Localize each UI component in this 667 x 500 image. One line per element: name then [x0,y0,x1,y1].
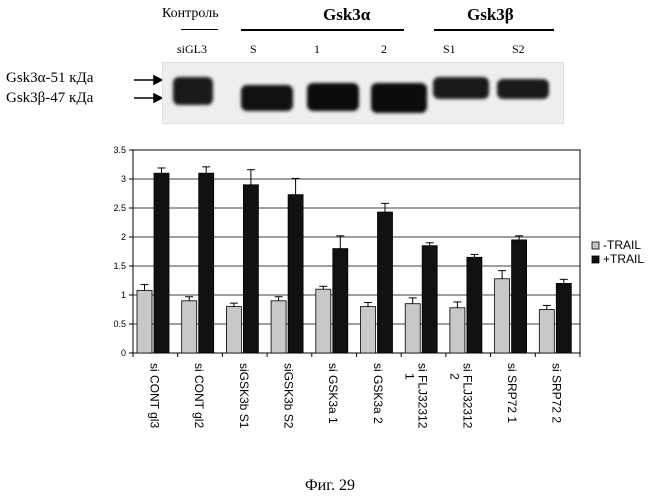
bar [467,257,482,353]
y-tick-label: 1.5 [113,261,126,271]
y-tick-label: 0.5 [113,319,126,329]
figure-caption: Фиг. 29 [305,477,355,495]
x-category-label: siGSK3b S1 [237,363,251,429]
x-category-label: siGSK3b S2 [281,363,295,429]
bar [495,279,510,353]
y-tick-label: 3 [121,174,126,184]
legend-swatch [592,242,599,249]
bar [316,289,331,353]
y-tick-label: 1 [121,290,126,300]
x-category-label-line2: 1 [403,373,417,380]
bar [539,310,554,354]
bar [288,195,303,353]
x-category-label: si FLJ32312 [416,363,430,429]
y-tick-label: 2.5 [113,203,126,213]
legend-label: +TRAIL [603,252,644,266]
bar [226,307,241,353]
y-tick-label: 3.5 [113,145,126,155]
legend-label: -TRAIL [603,238,641,252]
bar [271,301,286,353]
bar [182,301,197,353]
x-category-label: si CONT gl2 [192,363,206,428]
x-category-label: si FLJ32312 [460,363,474,429]
x-category-label-line2: 2 [447,373,461,380]
y-tick-label: 0 [121,348,126,358]
x-category-label: si CONT gl3 [147,363,161,428]
x-category-label: si SRP72 2 [550,363,564,423]
bar [556,283,571,353]
bar [333,249,348,353]
bar [378,212,393,353]
legend-swatch [592,256,599,263]
y-tick-label: 2 [121,232,126,242]
bar [154,173,169,353]
bar [422,246,437,353]
bar [243,185,258,353]
bar [405,304,420,353]
x-category-label: si GSK3a 2 [371,363,385,424]
bar [450,308,465,353]
bar [512,240,527,353]
x-category-label: si GSK3a 1 [326,363,340,424]
bar [199,173,214,353]
x-category-label: si SRP72 1 [505,363,519,423]
bar [361,307,376,353]
bar [137,290,152,353]
